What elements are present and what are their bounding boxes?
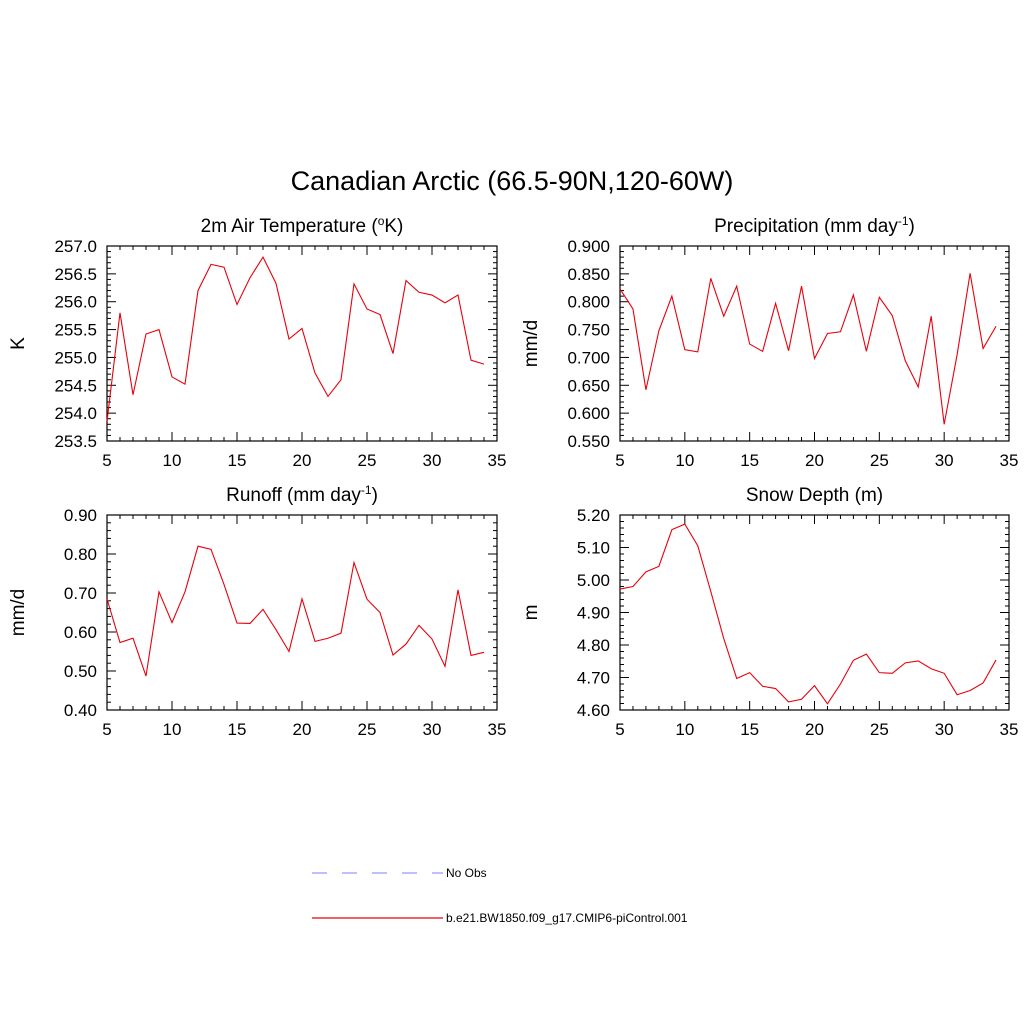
series-line [106,545,485,677]
x-tick-label: 25 [358,451,377,470]
x-tick-label: 35 [1000,720,1019,739]
y-axis-label: mm/d [521,320,542,368]
y-tick-label: 253.5 [54,432,97,451]
y-axis-label: m [521,605,542,621]
x-tick-label: 20 [293,720,312,739]
x-tick-label: 35 [488,451,507,470]
panel-title: Snow Depth (m) [746,485,883,506]
plot-frame [619,514,1010,711]
legend-item: b.e21.BW1850.f09_g17.CMIP6-piControl.001 [312,911,688,925]
x-tick-label: 30 [935,451,954,470]
chart-panel-4: Snow Depth (m) m 5 10 15 20 25 30 35 4.60 4.70 4.80… [521,485,1018,739]
y-tick-label: 0.600 [567,404,610,423]
y-tick-label: 254.5 [54,376,97,395]
y-tick-label: 254.0 [54,404,97,423]
y-tick-label: 0.800 [567,293,610,312]
y-tick-label: 256.5 [54,265,97,284]
chart-panel-3: Runoff (mm day-1) mm/d 5 10 15 20 25 30 35 0.40 0.… [8,483,506,739]
series-line [106,256,485,422]
y-tick-label: 255.0 [54,348,97,367]
x-tick-label: 10 [163,720,182,739]
y-tick-label: 0.700 [567,348,610,367]
y-tick-label: 0.550 [567,432,610,451]
x-tick-label: 5 [102,451,111,470]
x-tick-label: 5 [102,720,111,739]
plot-frame [106,245,498,442]
y-tick-label: 0.900 [567,237,610,256]
chart-panel-1: 2m Air Temperature (oK) K 5 10 15 20 25 30 35 253… [8,214,506,470]
x-tick-label: 20 [805,720,824,739]
series-line [619,523,997,705]
chart-panel-2: Precipitation (mm day-1) mm/d 5 10 15 20 25 30 3… [521,214,1018,470]
y-tick-label: 4.80 [577,636,610,655]
y-tick-label: 0.750 [567,321,610,340]
x-tick-label: 15 [740,720,759,739]
legend-label: No Obs [446,866,487,880]
y-tick-label: 0.850 [567,265,610,284]
y-tick-label: 0.40 [64,701,97,720]
x-tick-label: 25 [870,720,889,739]
x-tick-label: 5 [615,451,624,470]
y-tick-label: 255.5 [54,321,97,340]
y-tick-label: 5.00 [577,571,610,590]
panel-title: 2m Air Temperature (oK) [201,214,404,237]
series-line [619,273,997,425]
y-tick-label: 0.70 [64,584,97,603]
x-tick-label: 10 [675,451,694,470]
x-tick-label: 10 [163,451,182,470]
y-tick-label: 0.60 [64,623,97,642]
x-tick-label: 25 [358,720,377,739]
y-tick-label: 0.80 [64,545,97,564]
y-axis-label: K [8,337,29,350]
x-tick-label: 20 [293,451,312,470]
x-tick-label: 20 [805,451,824,470]
panel-title: Runoff (mm day-1) [226,483,378,506]
y-tick-label: 0.650 [567,376,610,395]
legend-item: No Obs [312,866,487,880]
x-tick-label: 25 [870,451,889,470]
y-tick-label: 4.60 [577,701,610,720]
x-tick-label: 15 [740,451,759,470]
y-tick-label: 256.0 [54,293,97,312]
x-tick-label: 15 [228,720,247,739]
y-axis-label: mm/d [8,589,29,637]
y-tick-label: 0.90 [64,506,97,525]
x-tick-label: 10 [675,720,694,739]
figure-title: Canadian Arctic (66.5-90N,120-60W) [291,166,734,196]
x-tick-label: 35 [1000,451,1019,470]
y-tick-label: 4.90 [577,604,610,623]
x-tick-label: 30 [935,720,954,739]
x-tick-label: 30 [423,720,442,739]
x-tick-label: 5 [615,720,624,739]
x-tick-label: 15 [228,451,247,470]
legend: No Obs b.e21.BW1850.f09_g17.CMIP6-piContr… [312,866,688,925]
panel-title: Precipitation (mm day-1) [714,214,915,237]
plot-frame [619,245,1010,442]
x-tick-label: 30 [423,451,442,470]
legend-label: b.e21.BW1850.f09_g17.CMIP6-piControl.001 [446,911,688,925]
x-tick-label: 35 [488,720,507,739]
y-tick-label: 5.20 [577,506,610,525]
y-tick-label: 4.70 [577,669,610,688]
y-tick-label: 0.50 [64,662,97,681]
y-tick-label: 257.0 [54,237,97,256]
plot-frame [106,514,498,711]
y-tick-label: 5.10 [577,539,610,558]
chart-panels: 2m Air Temperature (oK)K5 10 15 20 25 30 35253… [8,214,1018,739]
